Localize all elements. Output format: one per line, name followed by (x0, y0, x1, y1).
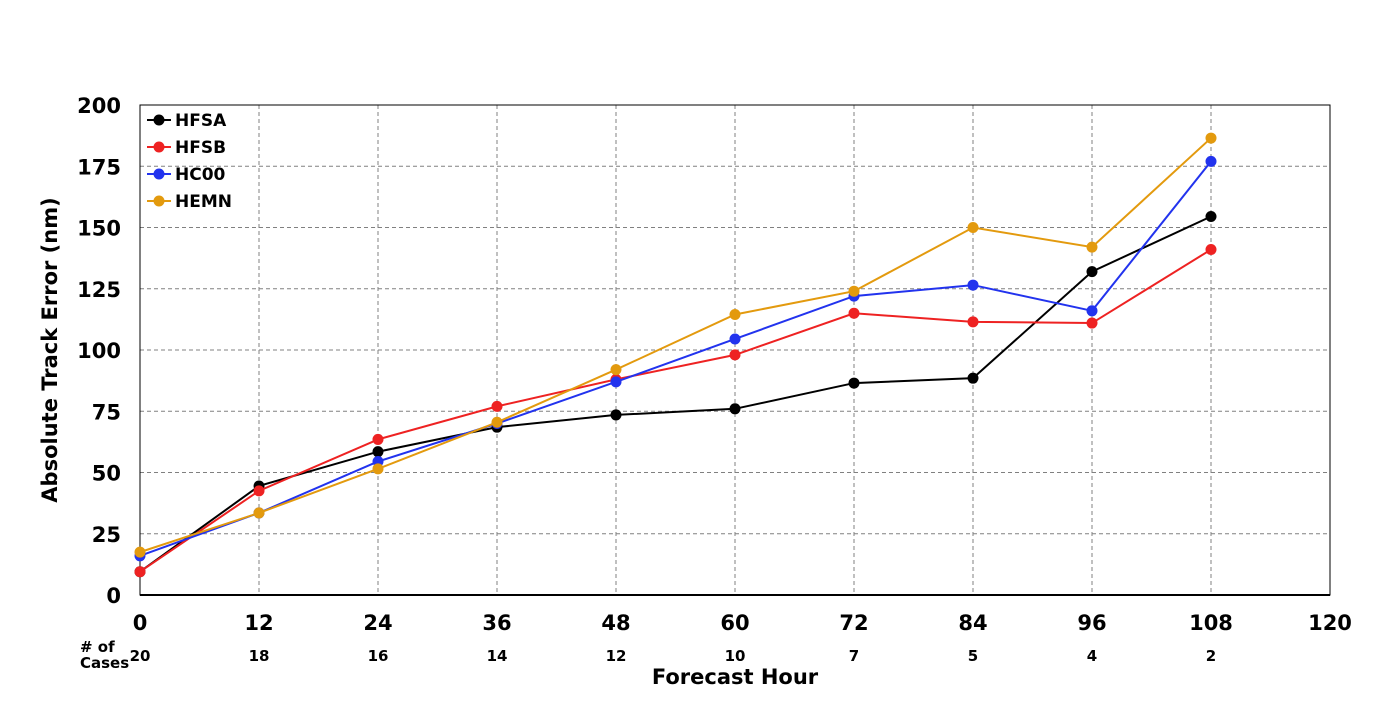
y-tick-label: 0 (106, 584, 121, 608)
case-count: 16 (368, 647, 389, 665)
data-point (967, 372, 979, 384)
series-line (139, 248, 1212, 573)
tick-layer: 0 12 24 36 48 60 72 84 96 108 120 0 25 50 75 100 125 150 1… (77, 94, 1352, 635)
series-line (139, 137, 1212, 554)
data-point (729, 349, 741, 361)
legend-item: HFSB (147, 138, 226, 158)
y-tick-label: 125 (77, 278, 121, 302)
legend-dot-marker (153, 141, 165, 153)
data-point (967, 222, 979, 233)
legend-label: HC00 (175, 165, 226, 185)
y-tick-label: 150 (77, 217, 121, 241)
x-tick-label: 96 (1077, 611, 1106, 635)
x-tick-label: 120 (1308, 611, 1352, 635)
y-tick-label: 175 (77, 155, 121, 179)
data-point (1086, 305, 1098, 317)
data-point (610, 409, 622, 421)
cases-label-line1: # of (80, 638, 115, 656)
x-tick-label: 108 (1189, 611, 1233, 635)
y-tick-label: 75 (92, 400, 121, 424)
x-tick-label: 12 (244, 611, 273, 635)
legend-dot-marker (153, 114, 165, 126)
series-hc00 (134, 155, 1217, 562)
data-point (1205, 155, 1217, 167)
legend-label: HFSA (175, 111, 227, 131)
y-tick-label: 100 (77, 339, 121, 363)
data-point (1205, 132, 1217, 144)
series-line (139, 160, 1212, 557)
data-point (491, 400, 503, 412)
x-tick-label: 60 (720, 611, 749, 635)
case-count: 5 (968, 647, 978, 665)
data-point (491, 416, 503, 428)
series-hemn (134, 132, 1217, 558)
data-point (848, 307, 860, 319)
case-count: 20 (130, 647, 151, 665)
data-point (848, 285, 860, 297)
x-tick-label: 84 (958, 611, 987, 635)
series-layer (134, 132, 1217, 578)
case-count: 2 (1206, 647, 1216, 665)
y-tick-label: 200 (77, 94, 121, 118)
series-hfsa (134, 210, 1217, 578)
x-tick-label: 24 (363, 611, 392, 635)
legend-dot-marker (153, 195, 165, 207)
y-axis-title: Absolute Track Error (nm) (38, 197, 62, 502)
y-tick-label: 50 (92, 462, 121, 486)
data-point (1086, 241, 1098, 253)
case-count: 12 (606, 647, 627, 665)
data-point (372, 433, 384, 445)
data-point (848, 377, 860, 389)
x-axis-title: Forecast Hour (652, 665, 819, 689)
data-point (967, 279, 979, 291)
data-point (729, 308, 741, 320)
data-point (253, 507, 265, 519)
data-point (134, 566, 146, 578)
data-point (1205, 244, 1217, 256)
case-count: 14 (487, 647, 508, 665)
data-point (610, 364, 622, 376)
cases-label-line2: Cases (80, 654, 129, 672)
data-point (610, 376, 622, 388)
legend: HFSA HFSB HC00 HEMN (147, 111, 232, 212)
data-point (1205, 210, 1217, 222)
data-point (134, 546, 146, 558)
legend-dot-marker (153, 168, 165, 180)
case-count: 10 (725, 647, 746, 665)
x-tick-label: 36 (482, 611, 511, 635)
data-point (1086, 317, 1098, 329)
series-line (139, 215, 1212, 573)
case-count: 18 (249, 647, 270, 665)
case-count: 4 (1087, 647, 1097, 665)
legend-item: HEMN (147, 192, 232, 212)
legend-item: HC00 (147, 165, 226, 185)
legend-item: HFSA (147, 111, 227, 131)
data-point (253, 485, 265, 497)
y-tick-label: 25 (92, 523, 121, 547)
data-point (729, 333, 741, 345)
cases-row: # of Cases 20 18 16 14 12 10 7 5 4 2 (80, 638, 1216, 672)
legend-label: HEMN (175, 192, 232, 212)
data-point (729, 403, 741, 415)
legend-label: HFSB (175, 138, 226, 158)
case-count: 7 (849, 647, 859, 665)
series-hfsb (134, 244, 1217, 578)
x-tick-label: 48 (601, 611, 630, 635)
data-point (1086, 266, 1098, 278)
data-point (967, 316, 979, 328)
x-tick-label: 0 (133, 611, 148, 635)
x-tick-label: 72 (839, 611, 868, 635)
data-point (372, 446, 384, 458)
data-point (372, 463, 384, 475)
